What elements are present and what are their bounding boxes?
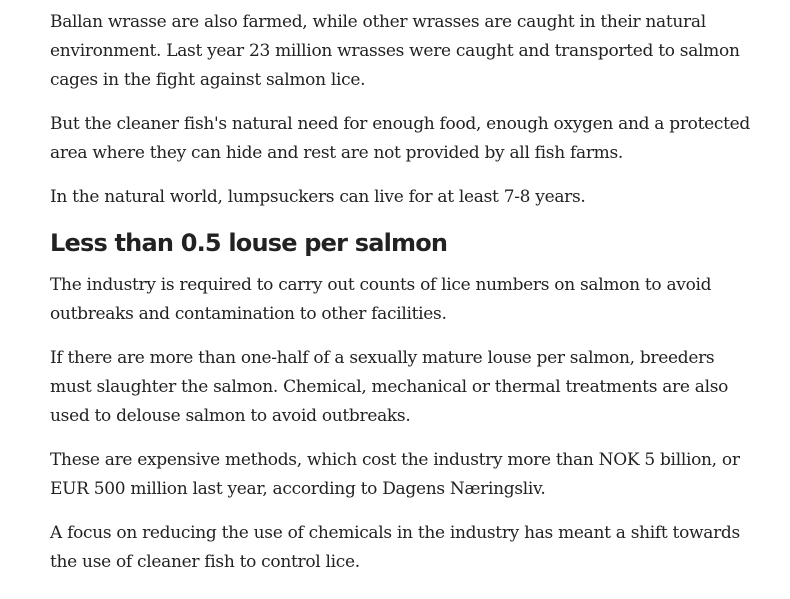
- section-heading: Less than 0.5 louse per salmon: [50, 229, 448, 257]
- paragraph: In the natural world, lumpsuckers can li…: [50, 187, 586, 207]
- paragraph: If there are more than one-half of a sex…: [50, 348, 729, 426]
- paragraph: These are expensive methods, which cost …: [50, 450, 740, 499]
- paragraph: The industry is required to carry out co…: [50, 275, 712, 324]
- paragraph: A focus on reducing the use of chemicals…: [50, 523, 740, 572]
- paragraph: Ballan wrasse are also farmed, while oth…: [50, 12, 740, 90]
- paragraph: But the cleaner fish's natural need for …: [50, 114, 750, 163]
- article-body: Ballan wrasse are also farmed, while oth…: [50, 8, 750, 592]
